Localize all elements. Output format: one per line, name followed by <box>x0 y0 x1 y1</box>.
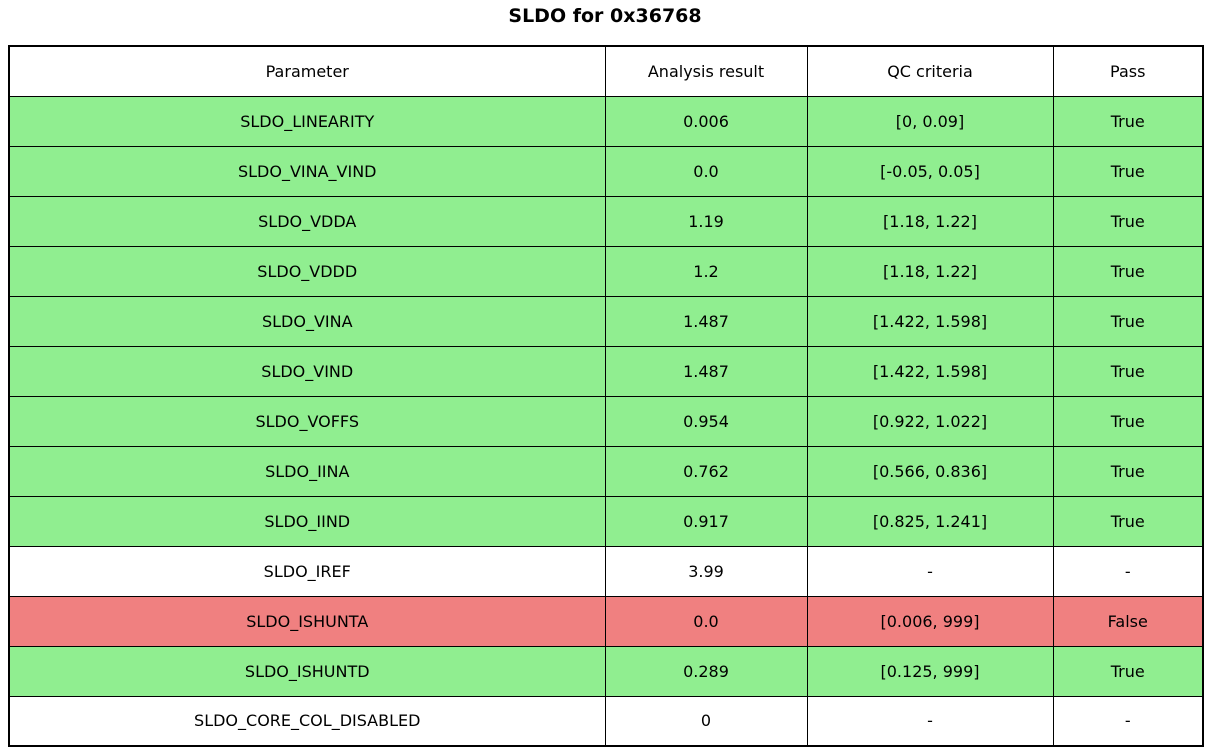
parameter-cell: SLDO_IINA <box>8 445 606 497</box>
analysis-result-cell: 1.19 <box>604 195 808 247</box>
parameter-cell: SLDO_ISHUNTD <box>8 645 606 697</box>
table-body: SLDO_LINEARITY 0.006 [0, 0.09] True SLDO… <box>8 95 1204 747</box>
parameter-cell: SLDO_ISHUNTA <box>8 595 606 647</box>
parameter-cell: SLDO_IIND <box>8 495 606 547</box>
pass-cell: False <box>1052 595 1204 647</box>
table-row: SLDO_CORE_COL_DISABLED 0 - - <box>8 695 1204 747</box>
pass-cell: True <box>1052 345 1204 397</box>
qc-criteria-cell: - <box>806 695 1054 747</box>
table-header-row: Parameter Analysis result QC criteria Pa… <box>8 45 1204 97</box>
table-row: SLDO_VDDD 1.2 [1.18, 1.22] True <box>8 245 1204 297</box>
analysis-result-cell: 3.99 <box>604 545 808 597</box>
analysis-result-cell: 1.487 <box>604 345 808 397</box>
analysis-result-cell: 0.0 <box>604 595 808 647</box>
pass-cell: True <box>1052 145 1204 197</box>
analysis-result-cell: 0.762 <box>604 445 808 497</box>
pass-cell: - <box>1052 545 1204 597</box>
parameter-cell: SLDO_VINA <box>8 295 606 347</box>
qc-criteria-cell: [0.566, 0.836] <box>806 445 1054 497</box>
qc-criteria-cell: [-0.05, 0.05] <box>806 145 1054 197</box>
column-header-pass: Pass <box>1052 45 1204 97</box>
parameter-cell: SLDO_CORE_COL_DISABLED <box>8 695 606 747</box>
parameter-cell: SLDO_IREF <box>8 545 606 597</box>
table-row: SLDO_IINA 0.762 [0.566, 0.836] True <box>8 445 1204 497</box>
table-row: SLDO_ISHUNTD 0.289 [0.125, 999] True <box>8 645 1204 697</box>
column-header-analysis-result: Analysis result <box>604 45 808 97</box>
table-row: SLDO_VINA 1.487 [1.422, 1.598] True <box>8 295 1204 347</box>
pass-cell: True <box>1052 295 1204 347</box>
analysis-result-cell: 0.917 <box>604 495 808 547</box>
pass-cell: - <box>1052 695 1204 747</box>
qc-criteria-cell: [0, 0.09] <box>806 95 1054 147</box>
table-row: SLDO_IREF 3.99 - - <box>8 545 1204 597</box>
qc-criteria-cell: [0.006, 999] <box>806 595 1054 647</box>
analysis-result-cell: 0.289 <box>604 645 808 697</box>
parameter-cell: SLDO_VDDA <box>8 195 606 247</box>
table-row: SLDO_ISHUNTA 0.0 [0.006, 999] False <box>8 595 1204 647</box>
table-row: SLDO_VDDA 1.19 [1.18, 1.22] True <box>8 195 1204 247</box>
table-row: SLDO_VIND 1.487 [1.422, 1.598] True <box>8 345 1204 397</box>
pass-cell: True <box>1052 645 1204 697</box>
parameter-cell: SLDO_VINA_VIND <box>8 145 606 197</box>
qc-criteria-cell: [1.18, 1.22] <box>806 195 1054 247</box>
pass-cell: True <box>1052 195 1204 247</box>
pass-cell: True <box>1052 495 1204 547</box>
parameter-cell: SLDO_LINEARITY <box>8 95 606 147</box>
pass-cell: True <box>1052 445 1204 497</box>
analysis-result-cell: 0 <box>604 695 808 747</box>
analysis-result-cell: 0.006 <box>604 95 808 147</box>
analysis-result-cell: 0.0 <box>604 145 808 197</box>
qc-criteria-cell: [1.422, 1.598] <box>806 345 1054 397</box>
qc-criteria-cell: [1.422, 1.598] <box>806 295 1054 347</box>
column-header-qc-criteria: QC criteria <box>806 45 1054 97</box>
qc-criteria-cell: [0.825, 1.241] <box>806 495 1054 547</box>
analysis-result-cell: 0.954 <box>604 395 808 447</box>
analysis-result-cell: 1.2 <box>604 245 808 297</box>
column-header-parameter: Parameter <box>8 45 606 97</box>
pass-cell: True <box>1052 95 1204 147</box>
qc-criteria-cell: [1.18, 1.22] <box>806 245 1054 297</box>
table-row: SLDO_VINA_VIND 0.0 [-0.05, 0.05] True <box>8 145 1204 197</box>
parameter-cell: SLDO_VOFFS <box>8 395 606 447</box>
table-header: Parameter Analysis result QC criteria Pa… <box>8 45 1204 97</box>
page-title: SLDO for 0x36768 <box>508 5 702 27</box>
qc-results-table: Parameter Analysis result QC criteria Pa… <box>8 45 1204 747</box>
parameter-cell: SLDO_VDDD <box>8 245 606 297</box>
qc-criteria-cell: [0.922, 1.022] <box>806 395 1054 447</box>
table-row: SLDO_LINEARITY 0.006 [0, 0.09] True <box>8 95 1204 147</box>
table-row: SLDO_VOFFS 0.954 [0.922, 1.022] True <box>8 395 1204 447</box>
analysis-result-cell: 1.487 <box>604 295 808 347</box>
qc-criteria-cell: [0.125, 999] <box>806 645 1054 697</box>
parameter-cell: SLDO_VIND <box>8 345 606 397</box>
qc-criteria-cell: - <box>806 545 1054 597</box>
pass-cell: True <box>1052 395 1204 447</box>
pass-cell: True <box>1052 245 1204 297</box>
table-row: SLDO_IIND 0.917 [0.825, 1.241] True <box>8 495 1204 547</box>
